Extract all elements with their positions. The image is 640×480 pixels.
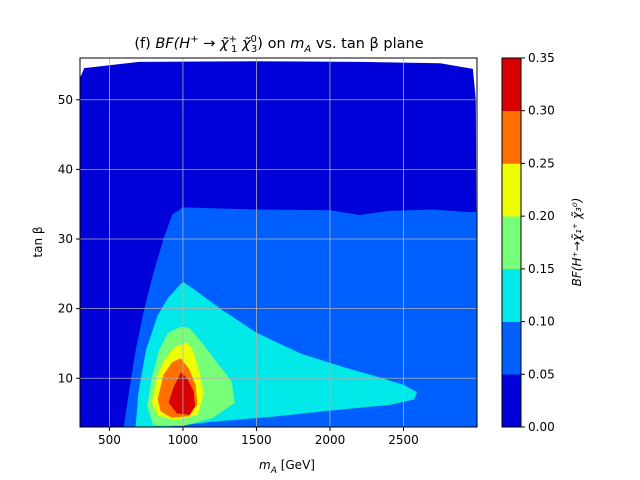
colorbar-tick-label: 0.35 [528,51,555,65]
colorbar-tick-label: 0.15 [528,262,555,276]
x-tick-label: 500 [98,433,121,447]
plot-area: 500 1000 1500 2000 2500 10 20 30 40 50 [58,57,478,447]
colorbar-segment [502,58,521,112]
plot-frame [79,57,478,428]
y-tick-label: 40 [58,162,73,176]
colorbar-tick-label: 0.10 [528,315,555,329]
x-axis-label: mA [GeV] [259,458,315,476]
colorbar-segment [502,163,521,217]
y-axis-label: tan β [31,226,45,257]
chart-title: (f) BF(H+ → χ̃+ 1 χ̃0 3) on mA vs. tan β p… [134,34,423,55]
y-tick-label: 50 [58,93,73,107]
colorbar-label: BF(H⁺→χ̃₁⁺ χ̃₃⁰) [570,198,584,287]
colorbar-tick-label: 0.05 [528,367,555,381]
y-axis-ticks: 10 20 30 40 50 [58,93,80,385]
colorbar-frame [501,57,522,428]
x-tick-label: 2000 [315,433,346,447]
y-tick-label: 20 [58,302,73,316]
colorbar-tick-label: 0.20 [528,209,555,223]
x-tick-label: 2500 [388,433,419,447]
contour-region-level-6 [168,372,196,415]
colorbar-segment [502,216,521,270]
x-tick-label: 1500 [241,433,272,447]
contour-regions [80,61,477,427]
colorbar-tick-label: 0.00 [528,420,555,434]
colorbar-segment [502,321,521,375]
x-axis-ticks: 500 1000 1500 2000 2500 [98,427,419,447]
colorbar-segment [502,268,521,322]
colorbar-segment [502,374,521,428]
grid-lines [80,58,477,427]
colorbar-tick-label: 0.25 [528,156,555,170]
x-tick-label: 1000 [168,433,199,447]
colorbar-tick-label: 0.30 [528,104,555,118]
colorbar-ticks: 0.00 0.05 0.10 0.15 0.20 0.25 0.30 0.35 [521,51,555,434]
colorbar-segment [502,110,521,164]
y-tick-label: 30 [58,232,73,246]
y-tick-label: 10 [58,371,73,385]
colorbar [502,58,521,428]
